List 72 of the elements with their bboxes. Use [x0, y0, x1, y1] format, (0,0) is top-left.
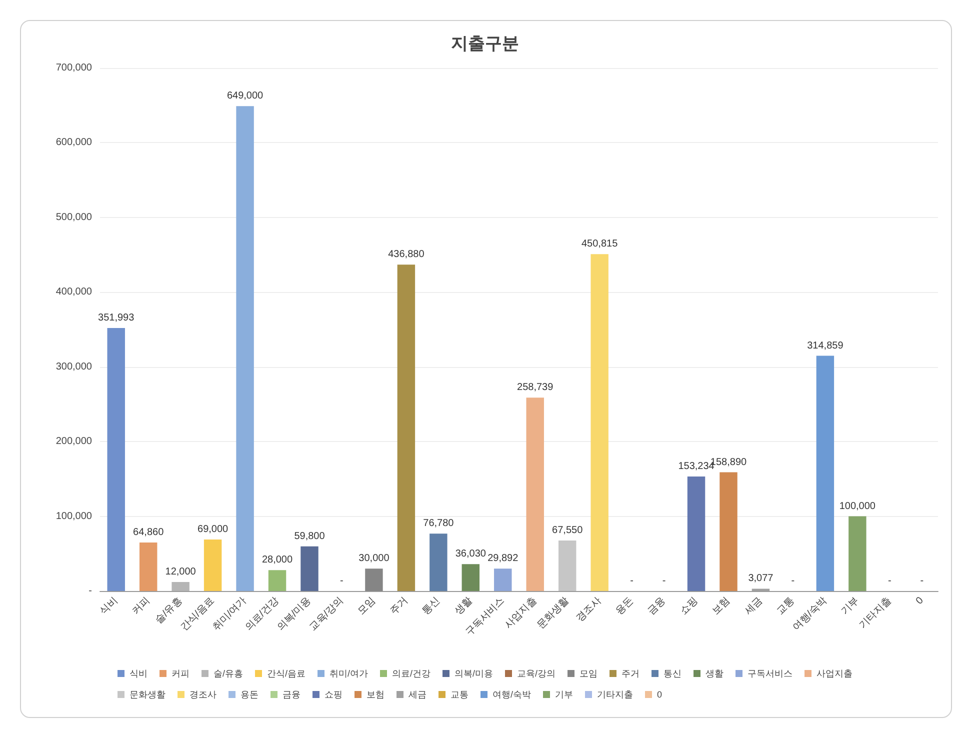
data-label: 3,077	[748, 573, 774, 584]
legend-label: 생활	[706, 668, 724, 678]
legend-label: 커피	[172, 668, 190, 678]
data-label: 69,000	[198, 524, 229, 535]
x-tick-label: 보험	[710, 595, 732, 618]
data-label: 64,860	[133, 527, 164, 538]
legend-label: 0	[657, 690, 662, 700]
legend-label: 경조사	[190, 690, 216, 700]
x-tick-label: 모임	[356, 595, 378, 618]
data-label: 450,815	[582, 238, 618, 250]
legend-label: 간식/음료	[267, 668, 306, 678]
x-tick-label: 기부	[839, 595, 862, 618]
x-tick-label: 식비	[98, 595, 120, 618]
legend-label: 의복/미용	[454, 668, 494, 678]
legend-label: 세금	[408, 690, 426, 700]
data-label: -	[662, 576, 666, 586]
data-label: 29,892	[488, 553, 519, 564]
legend-label: 사업지출	[816, 668, 852, 678]
y-tick-label: 300,000	[56, 361, 92, 372]
legend-label: 통신	[664, 668, 682, 678]
data-label: -	[920, 576, 924, 586]
legend-label: 교육/강의	[517, 668, 556, 678]
data-label: 36,030	[455, 548, 486, 560]
x-tick-label: 쇼핑	[678, 595, 700, 618]
legend-label: 교통	[450, 690, 468, 700]
x-tick-label: 통신	[420, 595, 442, 618]
legend-label: 식비	[130, 668, 148, 678]
x-tick-label: 커피	[130, 595, 152, 618]
y-tick-label: 700,000	[56, 62, 92, 74]
data-label: -	[888, 576, 892, 586]
data-label: 314,859	[807, 340, 844, 352]
legend-label: 금융	[282, 690, 300, 700]
data-label: 12,000	[165, 566, 196, 578]
data-label: -	[340, 576, 344, 586]
data-label: 100,000	[839, 500, 876, 512]
data-label: -	[791, 576, 795, 586]
legend-label: 보험	[366, 690, 384, 700]
data-label: 258,739	[517, 382, 554, 394]
y-tick-label: 600,000	[56, 137, 92, 148]
data-label: 28,000	[262, 554, 293, 566]
x-tick-label: 주거	[388, 595, 410, 618]
x-tick-label: 용돈	[614, 595, 636, 618]
y-tick-label: 400,000	[56, 286, 92, 298]
chart-title: 지출구분	[451, 34, 519, 53]
x-tick-label: 교통	[774, 595, 797, 618]
data-label: 67,550	[552, 525, 584, 536]
data-label: -	[630, 576, 634, 586]
data-label: 649,000	[226, 90, 264, 102]
y-tick-label: 500,000	[56, 212, 92, 223]
legend-label: 취미/여가	[330, 668, 368, 678]
legend-label: 기부	[555, 690, 573, 700]
data-label: 30,000	[358, 553, 390, 564]
legend-label: 쇼핑	[324, 690, 342, 700]
data-label: 436,880	[388, 249, 425, 260]
legend-label: 문화생활	[130, 690, 166, 700]
legend-label: 모임	[580, 668, 598, 678]
x-tick-label: 0	[914, 594, 926, 607]
legend-label: 주거	[622, 668, 640, 678]
legend-label: 의료/건강	[392, 668, 431, 678]
x-tick-label: 금융	[646, 595, 668, 618]
y-tick-label: -	[88, 586, 92, 596]
legend-label: 여행/숙박	[492, 690, 532, 700]
data-label: 76,780	[423, 518, 454, 530]
legend-label: 술/유흥	[214, 668, 244, 678]
data-label: 351,993	[98, 312, 135, 324]
legend-label: 기타지출	[597, 690, 633, 700]
y-tick-label: 100,000	[56, 510, 92, 522]
legend-label: 구독서비스	[748, 668, 792, 678]
x-tick-label: 세금	[742, 595, 765, 618]
data-label: 59,800	[294, 530, 326, 542]
y-tick-label: 200,000	[56, 436, 92, 448]
legend-label: 용돈	[240, 690, 258, 700]
